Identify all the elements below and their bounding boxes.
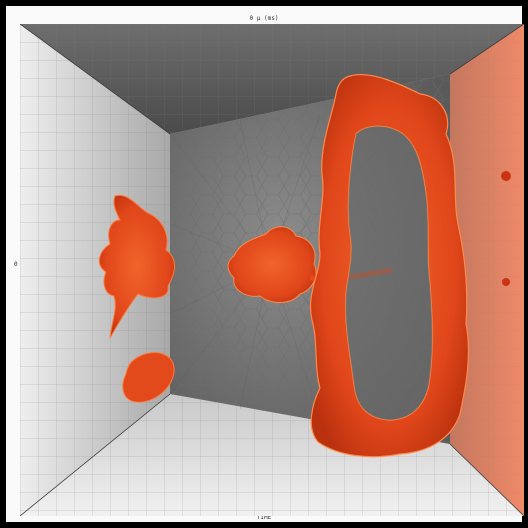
chamber-scene xyxy=(20,24,524,516)
bottom-axis-label: TIME xyxy=(256,514,272,521)
figure-frame: 0 μ (ms) 0 TIME xyxy=(6,6,524,522)
plasma-blob-lower xyxy=(122,352,175,403)
chamber-rendering xyxy=(20,24,524,516)
ring-void xyxy=(345,126,433,420)
spark-lower xyxy=(502,278,510,286)
top-axis-label: 0 μ (ms) xyxy=(249,15,279,22)
plasma-core xyxy=(227,226,317,303)
left-axis-label: 0 xyxy=(14,261,18,268)
box-edges xyxy=(20,24,524,516)
spark-upper xyxy=(501,171,511,181)
plasma-plume-left xyxy=(98,194,175,339)
